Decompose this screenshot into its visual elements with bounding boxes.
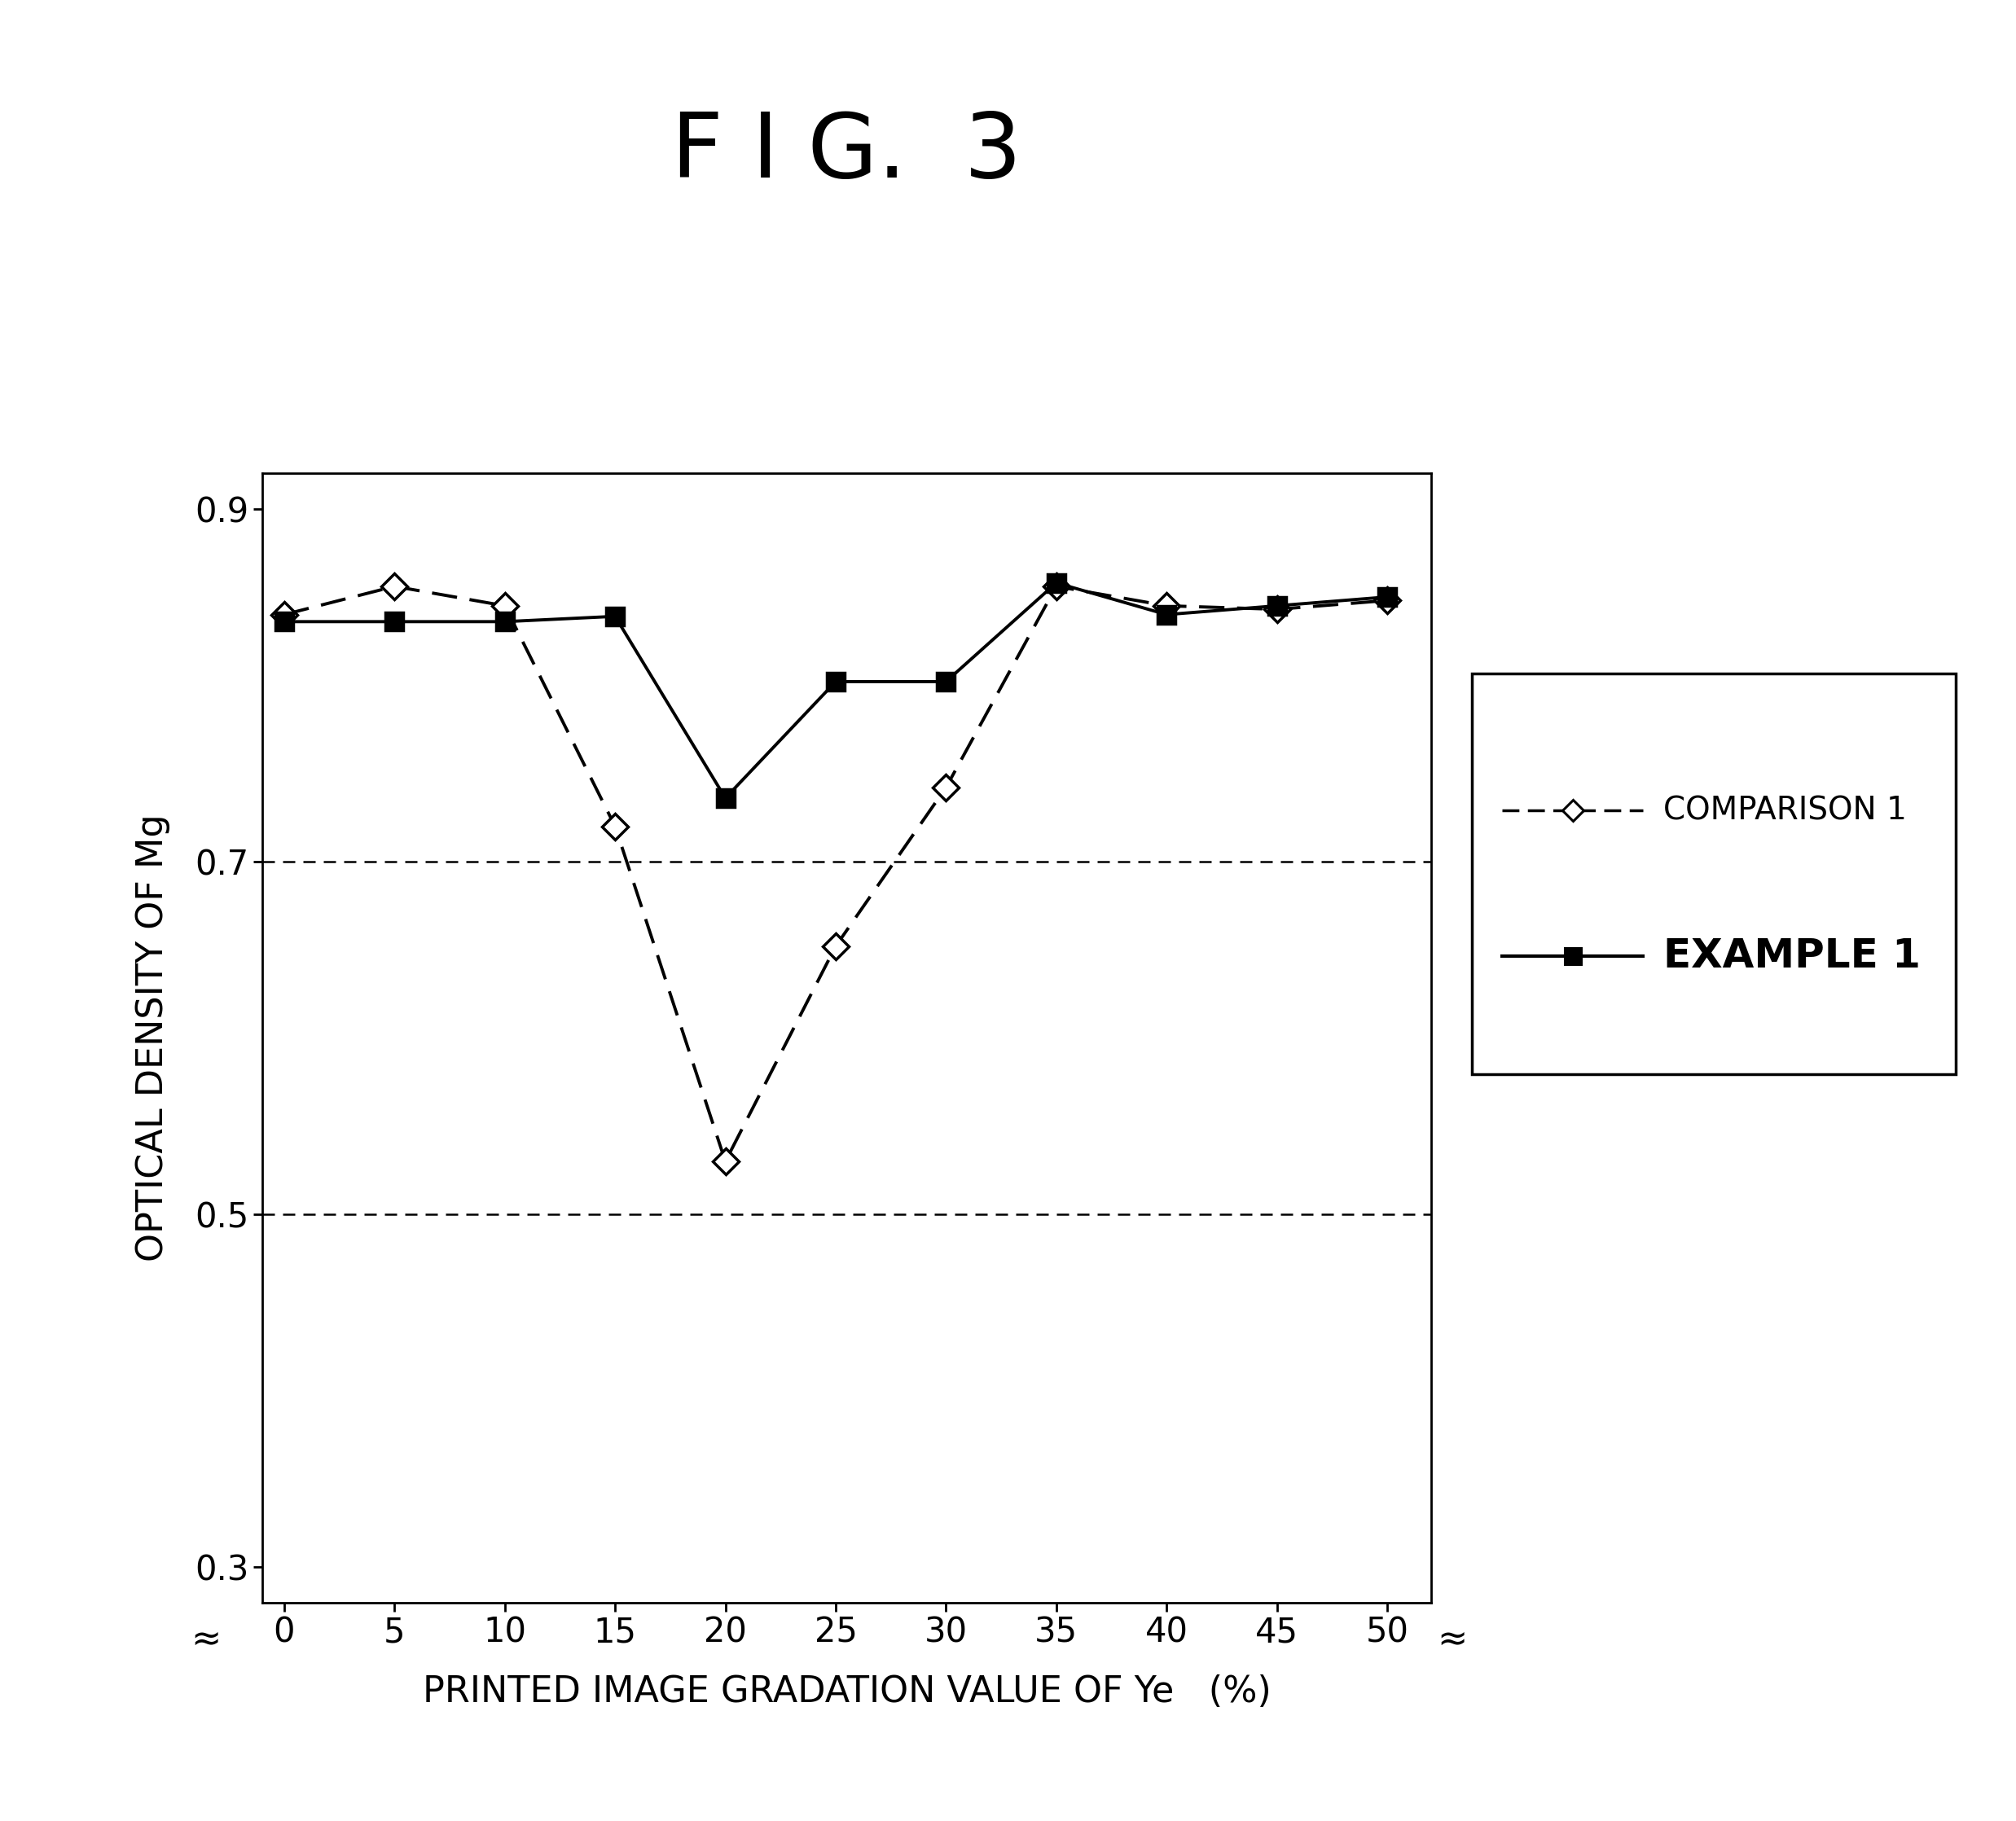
EXAMPLE 1 (272, 610, 296, 632)
Text: COMPARISON 1: COMPARISON 1 (1663, 796, 1907, 825)
COMPARISON 1 (1375, 590, 1399, 612)
Text: ≈: ≈ (192, 1623, 222, 1657)
EXAMPLE 1 (383, 610, 407, 632)
Line: COMPARISON 1: COMPARISON 1 (274, 577, 1397, 1171)
EXAMPLE 1 (1044, 572, 1068, 594)
COMPARISON 1 (714, 1151, 738, 1173)
COMPARISON 1 (492, 595, 516, 617)
EXAMPLE 1 (603, 605, 627, 626)
COMPARISON 1 (1044, 575, 1068, 597)
COMPARISON 1 (1264, 599, 1288, 621)
COMPARISON 1 (603, 816, 627, 838)
Line: EXAMPLE 1: EXAMPLE 1 (274, 574, 1397, 807)
Text: F I G.  3: F I G. 3 (671, 109, 1022, 197)
EXAMPLE 1 (492, 610, 516, 632)
EXAMPLE 1 (1155, 605, 1179, 626)
EXAMPLE 1 (825, 670, 849, 692)
X-axis label: PRINTED IMAGE GRADATION VALUE OF Ye   (%): PRINTED IMAGE GRADATION VALUE OF Ye (%) (423, 1675, 1270, 1710)
EXAMPLE 1 (1375, 586, 1399, 608)
Text: EXAMPLE 1: EXAMPLE 1 (1663, 936, 1921, 976)
COMPARISON 1 (1155, 595, 1179, 617)
COMPARISON 1 (383, 575, 407, 597)
EXAMPLE 1 (933, 670, 958, 692)
Y-axis label: OPTICAL DENSITY OF Mg: OPTICAL DENSITY OF Mg (135, 814, 169, 1262)
COMPARISON 1 (933, 776, 958, 798)
EXAMPLE 1 (714, 787, 738, 809)
COMPARISON 1 (825, 936, 849, 958)
COMPARISON 1 (272, 605, 296, 626)
EXAMPLE 1 (1264, 595, 1288, 617)
Text: ≈: ≈ (1437, 1623, 1468, 1657)
